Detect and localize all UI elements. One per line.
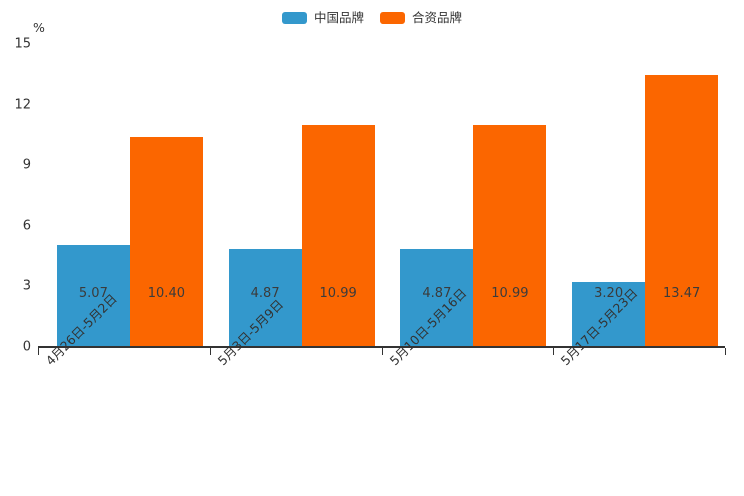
y-axis-tick-9: 9 [22,157,31,173]
x-axis-tick-3 [553,348,555,355]
x-axis-tick-4 [725,348,726,355]
bar-china-brand-2[interactable]: 4.87 [400,248,474,347]
legend-label-joint-venture-brand: 合资品牌 [412,10,463,25]
y-axis-tick-0: 0 [22,339,31,355]
x-axis-tick-1 [209,348,211,355]
y-axis-tick-6: 6 [22,218,31,234]
bar-china-brand-0[interactable]: 5.07 [56,244,130,347]
bar-value-label: 10.99 [491,286,529,301]
y-axis-unit-label: % [33,20,45,35]
bar-value-label: 3.20 [594,286,624,301]
legend-item-china-brand[interactable]: 中国品牌 [281,10,364,25]
legend-label-china-brand: 中国品牌 [313,10,364,25]
bar-joint-venture-brand-1[interactable]: 10.99 [301,125,375,347]
chart-legend: 中国品牌 合资品牌 [0,10,744,25]
y-axis-tick-12: 12 [14,97,31,113]
bar-value-label: 5.07 [78,286,108,301]
bar-value-label: 4.87 [250,286,280,301]
bar-joint-venture-brand-0[interactable]: 10.40 [129,136,203,347]
bar-joint-venture-brand-2[interactable]: 10.99 [473,125,547,347]
bar-china-brand-1[interactable]: 4.87 [228,248,302,347]
legend-swatch-joint-venture-brand [380,12,405,25]
plot-area: 5.07 10.40 4.87 10.99 4.87 10.99 3.20 13.47 [38,44,725,347]
bar-joint-venture-brand-3[interactable]: 13.47 [645,74,719,347]
x-axis-tick-2 [381,348,383,355]
legend-swatch-china-brand [281,12,307,25]
x-axis-tick-0 [38,348,39,355]
bar-value-label: 4.87 [422,286,452,301]
y-axis-tick-15: 15 [14,36,31,52]
bar-value-label: 13.47 [663,286,701,301]
y-axis-tick-3: 3 [22,278,31,294]
y-axis-tick-labels: 0 3 6 9 12 15 [0,0,31,496]
bar-china-brand-3[interactable]: 3.20 [572,282,646,347]
legend-item-joint-venture-brand[interactable]: 合资品牌 [380,10,463,25]
bar-value-label: 10.40 [147,286,185,301]
bar-value-label: 10.99 [319,286,357,301]
x-axis-line [38,346,725,348]
